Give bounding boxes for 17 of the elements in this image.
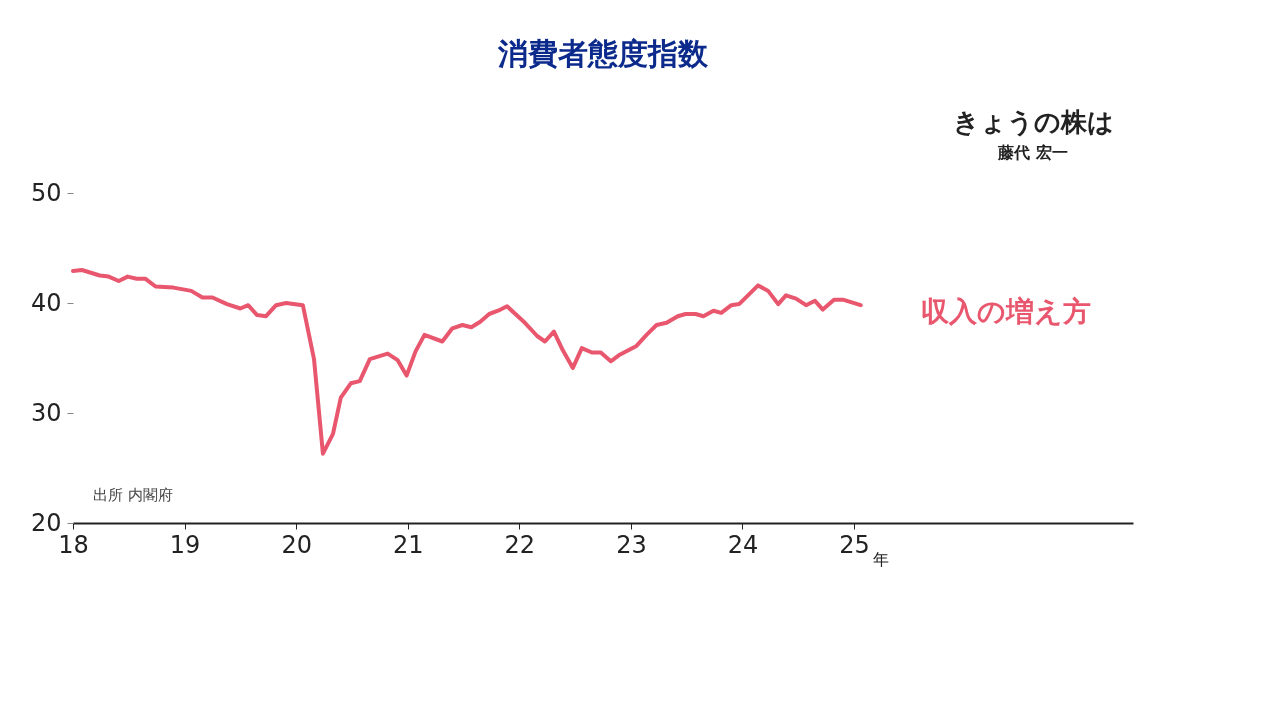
x-tick-label: 19 bbox=[169, 530, 201, 559]
annotation: 出所 内閣府 bbox=[93, 486, 173, 504]
text: 収入の増え方 bbox=[920, 295, 1091, 329]
line-series bbox=[71, 268, 863, 456]
y-tick-label: 50 bbox=[30, 178, 62, 207]
y-tick-label: 30 bbox=[30, 398, 62, 427]
y-tick-label: 40 bbox=[30, 288, 62, 317]
chart-title: 消費者態度指数 bbox=[497, 36, 709, 71]
x-tick-label: 20 bbox=[281, 530, 312, 559]
x-tick-label: 21 bbox=[392, 530, 424, 559]
x-tick-label: 22 bbox=[504, 530, 536, 559]
x-tick-label: 23 bbox=[616, 530, 647, 559]
text: きょうの株は bbox=[952, 107, 1114, 137]
x-tick-label: 25 bbox=[839, 530, 870, 559]
text: 藤代 宏一 bbox=[997, 143, 1068, 162]
x-tick-label: 24 bbox=[727, 530, 759, 559]
x-axis-title: 年 bbox=[872, 549, 889, 569]
